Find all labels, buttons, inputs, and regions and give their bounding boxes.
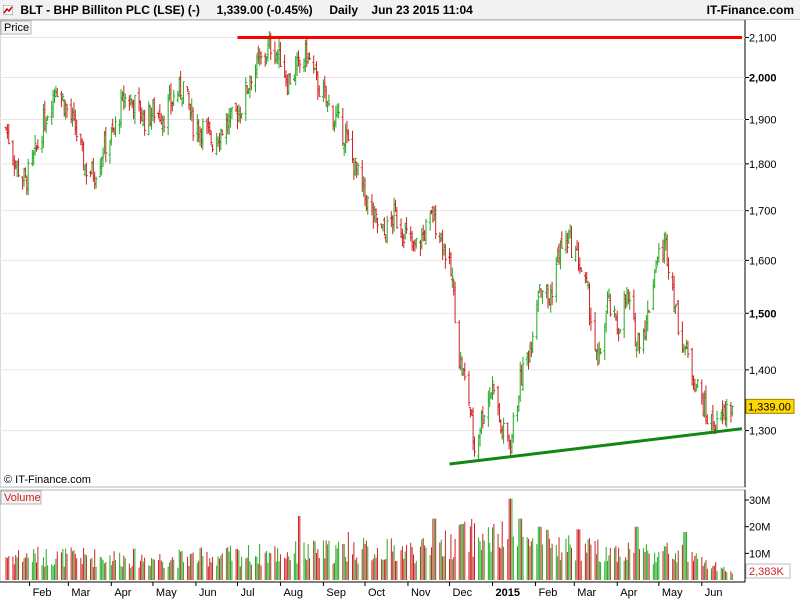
- volume-y-ticks: 10M 20M 30M: [745, 495, 770, 560]
- last-volume-badge: [745, 563, 791, 579]
- price-y-tick-label: 1,900: [749, 115, 777, 127]
- x-tick-label: 2015: [496, 587, 520, 599]
- grid-layer: [0, 36, 745, 432]
- header-symbol: BLT: [20, 3, 43, 17]
- volume-y-tick-label: 10M: [749, 548, 770, 560]
- price-candles: [4, 31, 734, 460]
- x-tick-label: Feb: [538, 587, 557, 599]
- price-y-tick-label: 1,800: [749, 159, 777, 171]
- last-price-label: 1,339.00: [748, 401, 791, 413]
- price-y-tick-label: 1,400: [749, 365, 777, 377]
- price-y-tick-label: 1,500: [749, 308, 777, 320]
- volume-panel-label: Volume: [4, 492, 41, 504]
- price-panel: [0, 19, 746, 488]
- price-y-tick-label: 1,700: [749, 206, 777, 218]
- x-tick-label: Feb: [33, 587, 52, 599]
- x-tick-label: Mar: [577, 587, 596, 599]
- volume-y-tick-label: 20M: [749, 522, 770, 534]
- x-tick-label: Jul: [240, 587, 254, 599]
- last-volume-label: 2,383K: [749, 566, 785, 578]
- price-y-tick-label: 2,000: [749, 72, 777, 84]
- x-tick-label: Oct: [368, 587, 385, 599]
- volume-y-tick-label: 30M: [749, 495, 770, 507]
- price-y-ticks: 1,300 1,400 1,500 1,600 1,700 1,800 1,900 2,000…: [745, 32, 777, 438]
- price-panel-label: Price: [4, 22, 29, 34]
- x-tick-label: Jun: [199, 587, 217, 599]
- price-y-tick-label: 1,300: [749, 426, 777, 438]
- last-value-labels: 1,339.00 2,383K: [745, 398, 795, 579]
- trendlines: [237, 35, 743, 466]
- x-ticks: Feb Mar Apr May Jun Jul Aug Sep Oct Nov Dec 2015 Feb…: [29, 582, 723, 599]
- x-tick-label: May: [156, 587, 177, 599]
- x-tick-label: Apr: [114, 587, 131, 599]
- header-left: BLT - BHP Billiton PLC (LSE) (-) 1,339.0…: [3, 3, 473, 17]
- price-y-tick-label: 2,100: [749, 32, 777, 44]
- price-y-tick-label: 1,600: [749, 255, 777, 267]
- x-tick-label: Aug: [283, 587, 303, 599]
- chart-icon[interactable]: [3, 5, 13, 15]
- header-brand[interactable]: IT-Finance.com: [706, 3, 794, 17]
- support-line: [449, 427, 743, 466]
- header-name: BHP Billiton PLC (LSE) (-): [53, 3, 200, 17]
- copyright-text: © IT-Finance.com: [4, 474, 91, 486]
- x-tick-label: Dec: [453, 587, 473, 599]
- volume-label-box: [0, 490, 42, 505]
- x-tick-label: Mar: [71, 587, 90, 599]
- header-quote: 1,339.00 (-0.45%): [216, 3, 313, 17]
- x-tick-label: Sep: [326, 587, 346, 599]
- x-tick-label: Nov: [411, 587, 431, 599]
- price-label-box: [0, 20, 32, 35]
- x-tick-label: Jun: [705, 587, 723, 599]
- last-price-badge: [745, 398, 795, 414]
- header-datetime: Jun 23 2015 11:04: [371, 3, 473, 17]
- chart-header: BLT - BHP Billiton PLC (LSE) (-) 1,339.0…: [0, 0, 800, 20]
- x-tick-label: Apr: [620, 587, 637, 599]
- x-tick-label: May: [662, 587, 683, 599]
- header-period: Daily: [329, 3, 359, 17]
- volume-bars: [5, 498, 733, 580]
